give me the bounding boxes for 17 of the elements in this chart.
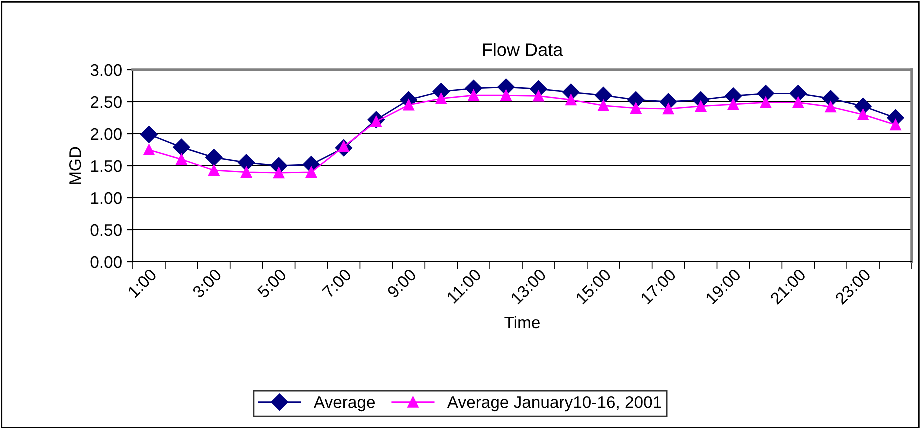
y-tick-label: 0.00 — [90, 256, 122, 268]
y-tick-label: 2.00 — [90, 128, 122, 140]
x-tick-label: 7:00 — [322, 268, 352, 299]
legend-label: Average — [314, 396, 375, 412]
x-tick-label: 3:00 — [192, 268, 222, 299]
y-tick-label: 3.00 — [90, 64, 122, 76]
y-tick-label: 1.50 — [91, 160, 122, 172]
y-tick-label: 0.50 — [90, 224, 122, 236]
y-tick-label: 1.00 — [91, 192, 122, 204]
x-axis-title: Time — [504, 316, 540, 329]
x-tick-label: 5:00 — [256, 268, 288, 299]
legend-label: Average January10-16, 2001 — [447, 396, 662, 412]
y-axis-title: MGD — [69, 147, 82, 184]
y-tick-label: 2.50 — [90, 96, 122, 108]
chart-title: Flow Data — [483, 43, 564, 56]
x-tick-label: 1:00 — [128, 268, 158, 298]
x-tick-label: 9:00 — [386, 268, 418, 299]
